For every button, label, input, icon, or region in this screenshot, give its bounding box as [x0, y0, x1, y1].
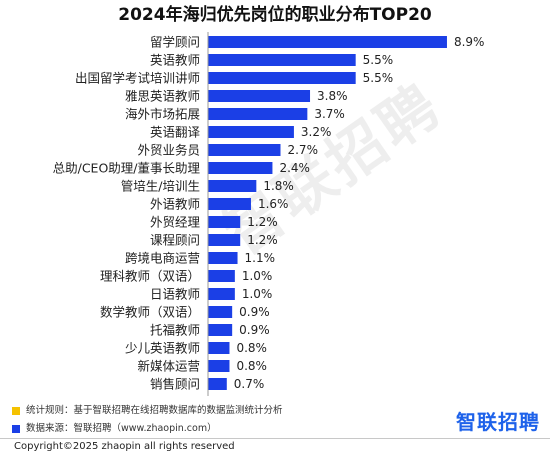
bar-15	[208, 288, 235, 300]
category-label-19: 新媒体运营	[137, 359, 200, 374]
bar-1	[208, 36, 447, 48]
chart-title: 2024年海归优先岗位的职业分布TOP20	[118, 5, 432, 25]
bar-8	[208, 162, 273, 174]
source-note: 数据来源：智联招聘（www.zhaopin.com）	[12, 422, 217, 436]
source-text: 数据来源：智联招聘（www.zhaopin.com）	[26, 423, 217, 434]
source-marker	[12, 425, 20, 433]
category-label-10: 外语教师	[150, 197, 200, 212]
bar-7	[208, 144, 281, 156]
category-label-20: 销售顾问	[150, 377, 200, 392]
bar-2	[208, 54, 356, 66]
value-label-4: 3.8%	[317, 89, 348, 103]
value-label-17: 0.9%	[239, 323, 269, 337]
bar-12	[208, 234, 241, 246]
bar-chart: 留学顾问 8.9% 英语教师 5.5% 出国留学考试培训讲师 5.5% 雅思英语教师 3.8%…	[53, 32, 485, 396]
category-label-16: 数学教师（双语）	[100, 305, 200, 320]
copyright: Copyright©2025 zhaopin all rights reserv…	[14, 441, 235, 452]
bar-6	[208, 126, 294, 138]
category-label-9: 管培生/培训生	[121, 179, 200, 194]
bar-11	[208, 216, 241, 228]
category-label-5: 海外市场拓展	[125, 107, 200, 122]
zhaopin-logo: 智联招聘	[456, 410, 540, 434]
value-label-12: 1.2%	[247, 233, 278, 247]
bar-4	[208, 90, 311, 102]
category-label-2: 英语教师	[150, 53, 200, 68]
value-label-19: 0.8%	[236, 359, 266, 373]
category-label-14: 理科教师（双语）	[100, 269, 200, 284]
category-label-18: 少儿英语教师	[125, 341, 200, 356]
value-label-11: 1.2%	[247, 215, 278, 229]
value-label-10: 1.6%	[258, 197, 289, 211]
rule-text: 统计规则：基于智联招聘在线招聘数据库的数据监测统计分析	[26, 405, 283, 416]
category-label-3: 出国留学考试培训讲师	[75, 71, 200, 86]
footer-divider	[0, 438, 550, 439]
value-label-18: 0.8%	[236, 341, 266, 355]
category-label-1: 留学顾问	[150, 35, 200, 50]
value-label-3: 5.5%	[363, 71, 394, 85]
bar-19	[208, 360, 230, 372]
bar-18	[208, 342, 230, 354]
category-label-4: 雅思英语教师	[125, 89, 200, 104]
bar-14	[208, 270, 235, 282]
category-label-11: 外贸经理	[150, 215, 201, 230]
value-label-8: 2.4%	[279, 161, 310, 175]
value-label-9: 1.8%	[263, 179, 294, 193]
value-label-13: 1.1%	[245, 251, 276, 265]
bar-13	[208, 252, 238, 264]
bar-16	[208, 306, 233, 318]
category-label-6: 英语翻译	[150, 125, 201, 140]
category-label-7: 外贸业务员	[137, 143, 200, 158]
bar-10	[208, 198, 251, 210]
value-label-5: 3.7%	[314, 107, 345, 121]
rule-marker	[12, 407, 20, 415]
value-label-1: 8.9%	[454, 35, 485, 49]
category-label-15: 日语教师	[150, 287, 200, 302]
bar-9	[208, 180, 257, 192]
value-label-15: 1.0%	[242, 287, 273, 301]
value-label-14: 1.0%	[242, 269, 273, 283]
category-label-8: 总助/CEO助理/董事长助理	[53, 161, 201, 176]
bar-20	[208, 378, 227, 390]
bar-17	[208, 324, 233, 336]
bar-3	[208, 72, 356, 84]
bar-5	[208, 108, 308, 120]
value-label-6: 3.2%	[301, 125, 332, 139]
category-label-12: 课程顾问	[150, 233, 200, 248]
category-label-17: 托福教师	[150, 323, 200, 338]
value-label-2: 5.5%	[363, 53, 394, 67]
category-label-13: 跨境电商运营	[125, 251, 200, 266]
rule-note: 统计规则：基于智联招聘在线招聘数据库的数据监测统计分析	[12, 404, 283, 418]
value-label-7: 2.7%	[287, 143, 318, 157]
value-label-16: 0.9%	[239, 305, 269, 319]
value-label-20: 0.7%	[234, 377, 264, 391]
